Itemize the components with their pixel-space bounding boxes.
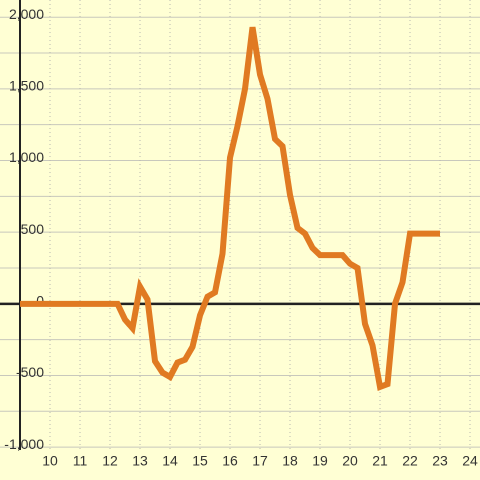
y-tick-label: 1,000: [9, 149, 44, 165]
x-tick-label: 17: [252, 453, 268, 469]
x-tick-label: 16: [222, 453, 238, 469]
x-tick-label: 20: [342, 453, 358, 469]
x-tick-label: 24: [462, 453, 478, 469]
x-tick-label: 18: [282, 453, 298, 469]
x-tick-label: 15: [192, 453, 208, 469]
y-tick-label: 1,500: [9, 78, 44, 94]
x-tick-label: 21: [372, 453, 388, 469]
x-tick-label: 23: [432, 453, 448, 469]
y-tick-label: 500: [21, 221, 45, 237]
x-tick-label: 14: [162, 453, 178, 469]
x-tick-label: 13: [132, 453, 148, 469]
y-tick-label: 2,000: [9, 6, 44, 22]
data-line: [20, 26, 441, 392]
y-tick-label: 0: [36, 293, 44, 309]
y-tick-label: -500: [16, 364, 44, 380]
x-tick-label: 22: [402, 453, 418, 469]
x-tick-label: 19: [312, 453, 328, 469]
y-tick-label: -1,000: [4, 436, 44, 452]
x-tick-label: 11: [73, 453, 88, 469]
x-tick-label: 12: [102, 453, 118, 469]
x-tick-label: 10: [42, 453, 58, 469]
